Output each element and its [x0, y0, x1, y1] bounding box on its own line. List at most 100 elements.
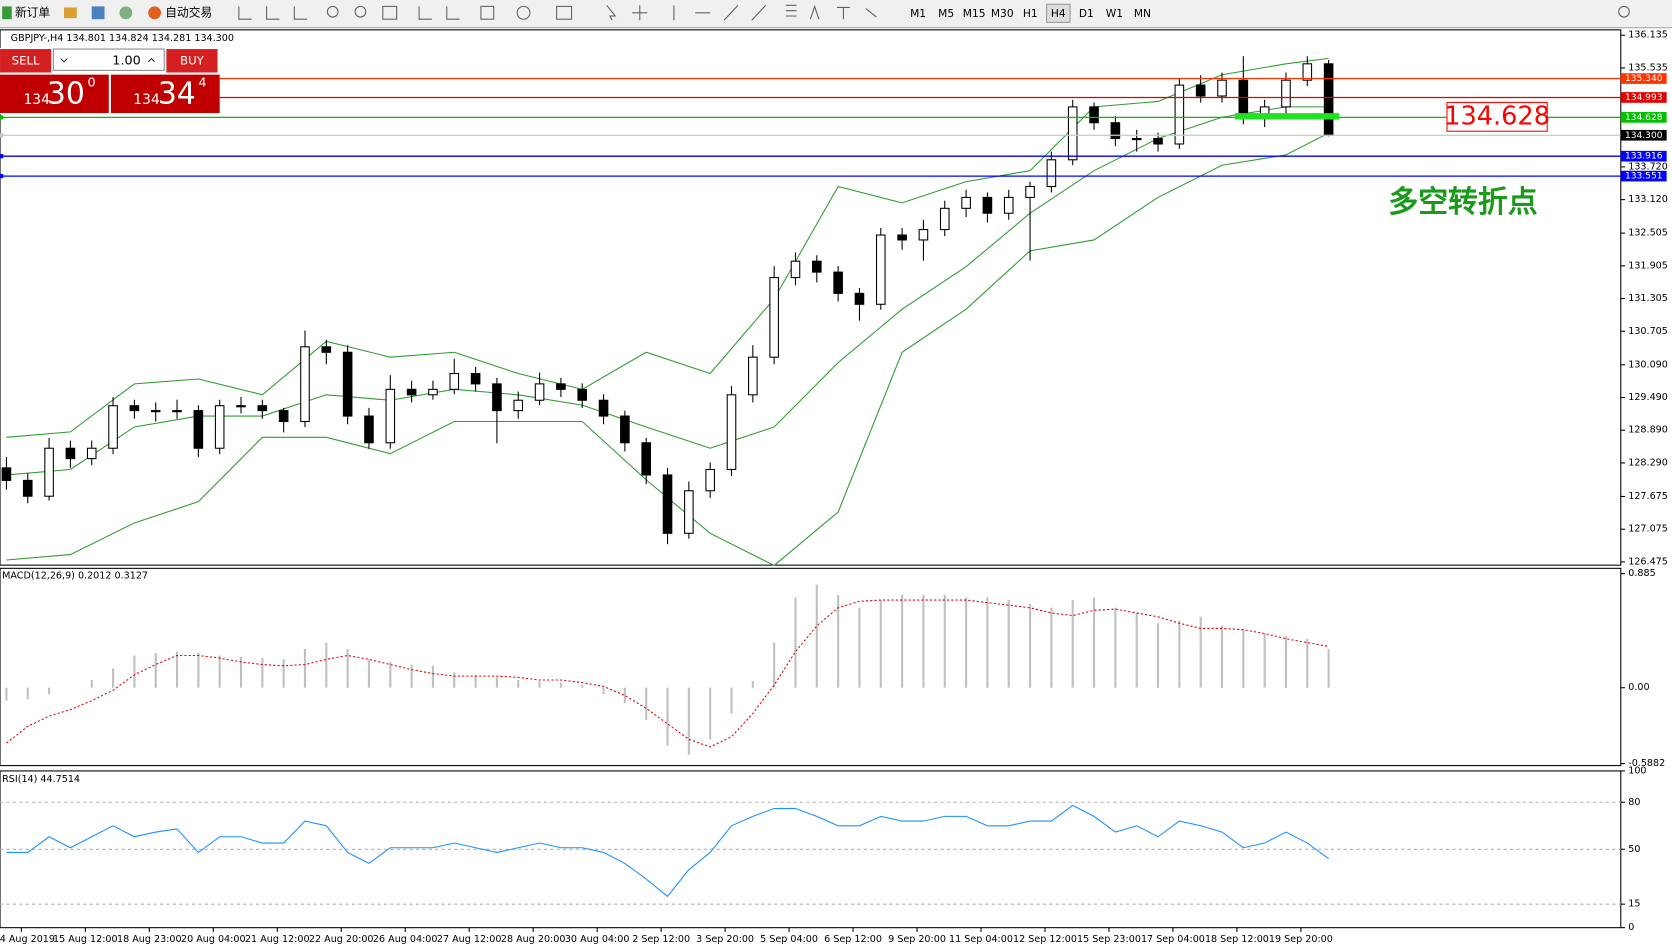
ask-big[interactable]: 134 [133, 92, 160, 108]
candle-body [278, 410, 289, 423]
new-order-button[interactable]: 新订单 [15, 5, 50, 19]
candle-body [513, 399, 524, 412]
level-label: 134.300 [1625, 131, 1663, 141]
toolbar-icon[interactable] [119, 6, 133, 20]
annotation-note: 多空转折点 [1388, 185, 1537, 220]
candle-body [918, 229, 929, 241]
buy-label[interactable]: BUY [180, 53, 205, 67]
candle-body [150, 410, 161, 413]
candle-body [1217, 79, 1227, 97]
search-icon[interactable] [1618, 5, 1630, 18]
chart-type-icons[interactable] [238, 6, 308, 20]
timeframe-button[interactable]: M1 [910, 7, 926, 20]
x-tick-label: 9 Sep 20:00 [888, 934, 946, 945]
candle-body [214, 405, 225, 449]
timeframe-button[interactable]: M15 [963, 7, 986, 20]
macd-header: MACD(12,26,9) 0.2012 0.3127 [2, 570, 148, 581]
lots-value[interactable]: 1.00 [112, 53, 140, 68]
sell-button[interactable] [0, 49, 52, 73]
y-tick-label: 133.120 [1628, 194, 1668, 205]
candle-body [1110, 122, 1121, 140]
timeframe-button[interactable]: H1 [1023, 7, 1038, 20]
candle-body [1046, 159, 1057, 188]
timeframe-button[interactable]: M5 [938, 7, 954, 20]
level-label: 133.551 [1625, 172, 1662, 182]
candle-body [172, 410, 182, 413]
y-tick-label: 128.290 [1628, 457, 1668, 468]
macd-signal [6, 599, 1329, 748]
candle-body [406, 388, 417, 396]
ask-box[interactable] [110, 74, 220, 114]
x-tick-label: 17 Sep 04:00 [1141, 934, 1205, 945]
y-tick-label: 131.305 [1628, 293, 1668, 304]
x-tick-label: 19 Sep 20:00 [1269, 934, 1333, 945]
indicator-icon[interactable] [480, 5, 495, 20]
sell-label[interactable]: SELL [12, 53, 40, 67]
y-tick-label: 133.720 [1628, 161, 1668, 172]
buy-button[interactable] [166, 49, 218, 73]
toolbar-tools [238, 4, 1630, 21]
y-tick-label: 50 [1628, 844, 1640, 855]
candle-body [65, 447, 76, 460]
candle-body [748, 356, 758, 396]
timeframe-button[interactable]: H4 [1051, 7, 1066, 20]
y-tick-label: 100 [1628, 765, 1646, 776]
toolbar-icon[interactable] [91, 6, 105, 20]
candle-body [193, 410, 204, 449]
y-tick-label: 130.090 [1628, 359, 1668, 370]
toolbar-icon[interactable] [64, 7, 77, 19]
candle-body [534, 383, 545, 401]
zoom-out-icon[interactable] [354, 5, 367, 18]
timeframe-button[interactable]: MN [1134, 7, 1151, 20]
ask-point[interactable]: 4 [198, 76, 206, 91]
x-tick-label: 3 Sep 20:00 [696, 934, 754, 945]
candle-body [342, 351, 353, 417]
bid-big[interactable]: 134 [23, 92, 50, 108]
y-tick-label: -0.5882 [1628, 758, 1665, 769]
bid-box[interactable] [0, 74, 109, 114]
timeframe-button[interactable]: M30 [991, 7, 1014, 20]
drawing-tools[interactable] [809, 4, 877, 20]
auto-trading-button[interactable]: 自动交易 [165, 5, 212, 19]
level-marker [0, 133, 4, 138]
candle-body [961, 196, 971, 209]
x-tick-label: 11 Sep 04:00 [949, 934, 1013, 945]
y-tick-label: 131.905 [1628, 260, 1668, 271]
drawing-tools[interactable] [606, 4, 797, 21]
timeframe-button[interactable]: D1 [1079, 7, 1094, 20]
y-tick-label: 127.675 [1628, 491, 1668, 502]
template-icon[interactable] [556, 5, 573, 20]
x-tick-label: 30 Aug 04:00 [565, 934, 630, 945]
ask-pips[interactable]: 34 [158, 76, 196, 111]
scroll-icons[interactable] [418, 6, 460, 20]
lots-input[interactable] [52, 48, 165, 71]
new-order-icon[interactable] [2, 6, 12, 20]
bid-point[interactable]: 0 [87, 76, 95, 91]
x-tick-label: 18 Sep 12:00 [1205, 934, 1269, 945]
lots-spinner[interactable] [60, 57, 156, 63]
timeframe-bar: M1 M5 M15 M30 H1 H4 D1 W1 MN [910, 3, 1151, 23]
period-icon[interactable] [516, 5, 531, 20]
candle-body [428, 388, 438, 396]
bollinger-middle [6, 106, 1329, 476]
level-label-bg [1620, 129, 1667, 141]
toolbar [0, 0, 1672, 28]
auto-trading-icon[interactable] [148, 6, 162, 20]
annotation-price: 134.628 [1444, 101, 1550, 131]
candle-body [1153, 137, 1163, 145]
x-tick-label: 15 Sep 23:00 [1077, 934, 1141, 945]
x-tick-label: 21 Aug 12:00 [245, 934, 310, 945]
timeframe-button[interactable]: W1 [1106, 7, 1123, 20]
zoom-in-icon[interactable] [326, 5, 339, 18]
candle-body [769, 277, 779, 358]
level-label-bg [1620, 112, 1667, 123]
candle-body [385, 388, 396, 444]
x-tick-label: 28 Aug 20:00 [501, 934, 566, 945]
tile-icon[interactable] [382, 5, 398, 20]
level-label: 135.340 [1625, 74, 1663, 84]
bid-pips[interactable]: 30 [47, 76, 85, 111]
x-tick-label: 22 Aug 20:00 [309, 934, 374, 945]
candle-body [939, 207, 950, 231]
